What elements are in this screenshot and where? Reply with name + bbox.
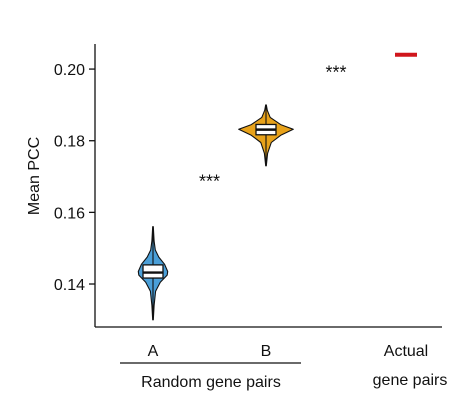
y-tick-label: 0.16 [54,205,85,222]
x-category-label-line2: gene pairs [373,372,448,389]
axes [94,44,442,328]
y-tick-label: 0.20 [54,62,85,79]
significance-label: *** [325,62,346,82]
x-category-labels: A B Actual gene pairs [148,343,448,389]
x-category-label: B [261,343,272,360]
y-ticks: 0.14 0.16 0.18 0.20 [54,62,95,294]
x-category-label: Actual [384,343,428,360]
y-tick-label: 0.14 [54,277,85,294]
group-label: Random gene pairs [141,374,281,391]
significance-label: *** [199,172,220,192]
y-axis-title: Mean PCC [26,137,43,215]
violins [137,104,294,321]
x-category-label: A [148,343,159,360]
significance-annotations: *** *** [199,62,347,191]
y-tick-label: 0.18 [54,134,85,151]
